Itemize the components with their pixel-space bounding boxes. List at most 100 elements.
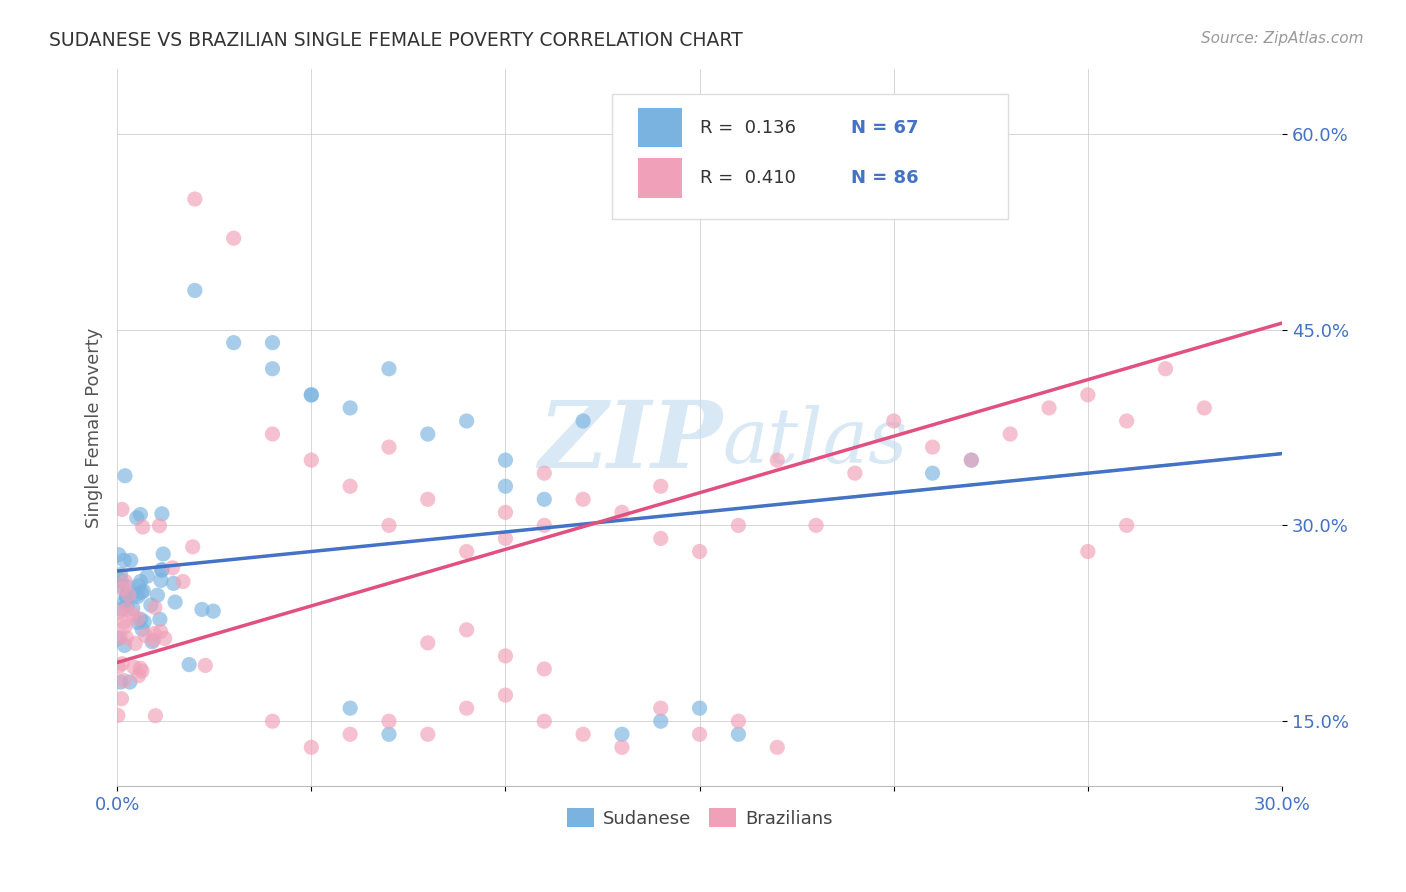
Text: SUDANESE VS BRAZILIAN SINGLE FEMALE POVERTY CORRELATION CHART: SUDANESE VS BRAZILIAN SINGLE FEMALE POVE… [49,31,742,50]
Point [766,740,789,755]
Point [494,479,516,493]
Point [110,691,132,706]
Point [1077,388,1099,402]
Point [416,492,439,507]
Point [494,505,516,519]
Point [179,657,201,672]
Point [117,580,139,594]
Point [121,601,143,615]
Point [114,468,136,483]
Point [1115,414,1137,428]
Point [191,602,214,616]
Point [114,619,136,633]
Point [112,553,135,567]
Point [107,660,129,674]
Point [150,563,173,577]
Point [107,548,129,562]
Point [127,615,149,630]
Point [533,466,555,480]
Point [129,612,152,626]
Point [129,508,152,522]
Point [110,675,132,690]
Text: atlas: atlas [723,405,908,479]
Point [533,662,555,676]
Point [378,361,401,376]
Point [110,602,132,616]
Point [128,579,150,593]
Point [650,532,672,546]
Point [114,594,136,608]
Point [132,520,155,534]
Point [378,440,401,454]
Point [153,632,176,646]
Point [883,414,905,428]
Point [378,518,401,533]
Point [378,714,401,729]
Point [132,584,155,599]
Point [127,590,149,604]
Point [689,701,711,715]
Point [378,727,401,741]
Point [339,479,361,493]
Point [650,714,672,729]
Point [112,673,135,688]
FancyBboxPatch shape [638,108,682,147]
Point [150,507,173,521]
Point [1077,544,1099,558]
Point [120,553,142,567]
Point [152,547,174,561]
Point [610,727,633,741]
Point [262,427,284,442]
Point [145,708,167,723]
Point [128,669,150,683]
Point [146,588,169,602]
Point [299,740,322,755]
Point [134,615,156,629]
Point [416,427,439,442]
Point [149,624,172,639]
Point [118,588,141,602]
Point [533,714,555,729]
Point [194,658,217,673]
Point [165,595,187,609]
Point [143,626,166,640]
Point [141,634,163,648]
Point [689,727,711,741]
Point [494,532,516,546]
FancyBboxPatch shape [638,158,682,198]
Point [124,636,146,650]
Point [184,192,207,206]
Point [110,579,132,593]
Point [142,633,165,648]
Point [533,492,555,507]
Point [1194,401,1216,415]
Point [416,727,439,741]
Point [339,401,361,415]
Point [134,628,156,642]
Point [960,453,983,467]
Point [299,388,322,402]
Point [844,466,866,480]
Point [129,661,152,675]
Point [149,612,172,626]
Point [107,632,129,646]
Point [921,440,943,454]
Text: ZIP: ZIP [538,397,723,487]
Point [494,453,516,467]
Point [921,466,943,480]
Text: Source: ZipAtlas.com: Source: ZipAtlas.com [1201,31,1364,46]
Point [115,602,138,616]
Point [131,585,153,599]
Point [804,518,827,533]
Point [998,427,1021,442]
Point [181,540,204,554]
Point [339,701,361,715]
Point [456,701,478,715]
Point [114,639,136,653]
Point [727,714,749,729]
Point [1038,401,1060,415]
Legend: Sudanese, Brazilians: Sudanese, Brazilians [560,801,839,835]
Point [125,511,148,525]
Point [107,708,129,723]
Point [533,518,555,533]
